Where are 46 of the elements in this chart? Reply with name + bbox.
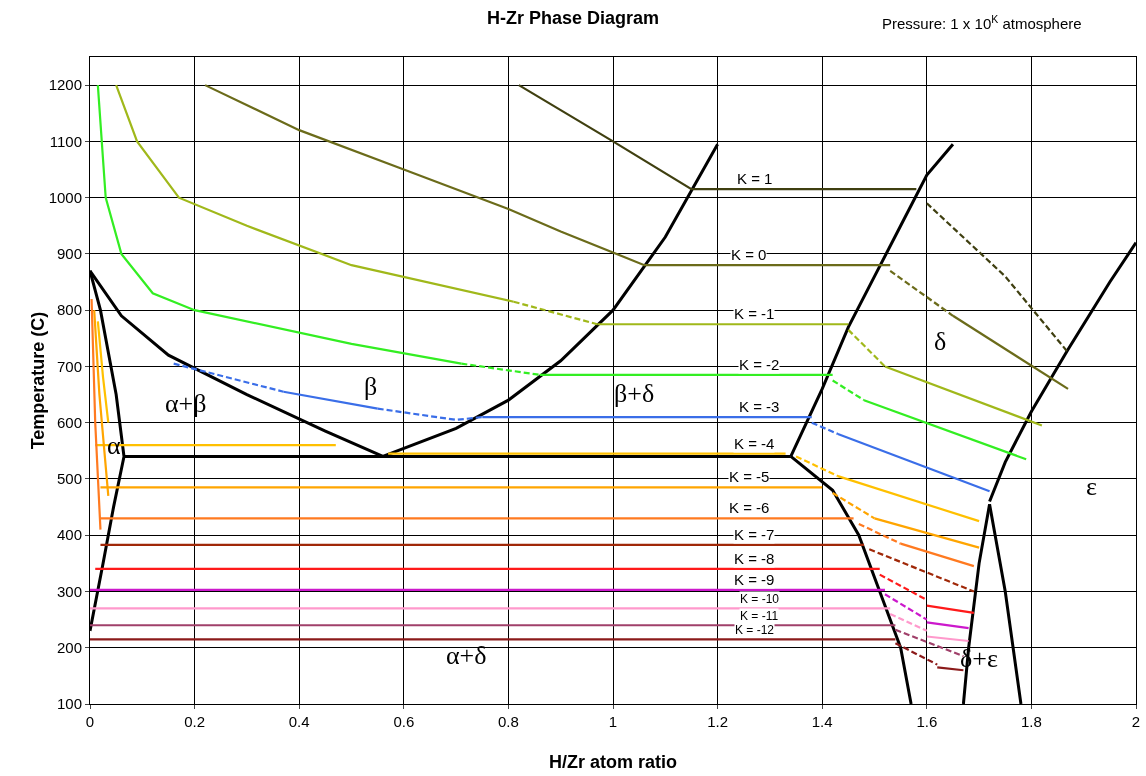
annotation: ε (1086, 472, 1097, 501)
annotation: K = -5 (729, 468, 770, 485)
y-tick-label: 1000 (48, 188, 82, 206)
x-tick-label: 2 (1131, 713, 1141, 730)
y-tick-label: 500 (56, 470, 82, 488)
annotation: K = -8 (734, 550, 775, 567)
x-tick-label: 0.4 (288, 713, 310, 730)
y-tick-label: 800 (56, 301, 82, 319)
x-tick-label: 1.6 (916, 713, 938, 730)
y-tick-label: 1200 (48, 76, 82, 94)
annotation: K = 1 (737, 170, 773, 187)
y-tick-label: 700 (56, 357, 82, 375)
annotation: K = -10 (740, 592, 780, 606)
x-tick-label: 0.8 (497, 713, 519, 730)
annotation: K = -4 (734, 435, 775, 452)
annotation: K = -9 (734, 571, 775, 588)
x-tick-label: 0 (85, 713, 95, 730)
annotation: K = -12 (735, 623, 775, 637)
x-tick-label: 0.6 (393, 713, 415, 730)
y-tick-label: 400 (56, 526, 82, 544)
y-tick-label: 300 (56, 582, 82, 600)
x-tick-label: 1.4 (811, 713, 833, 730)
annotation: K = -6 (729, 499, 770, 516)
y-tick-label: 600 (56, 413, 82, 431)
x-tick-label: 1 (608, 713, 618, 730)
y-tick-label: 200 (56, 638, 82, 656)
x-tick-label: 0.2 (184, 713, 206, 730)
annotation: δ (934, 327, 947, 356)
x-axis-title: H/Zr atom ratio (548, 752, 678, 772)
y-tick-label: 900 (56, 245, 82, 263)
x-tick-label: 1.8 (1020, 713, 1042, 730)
annotation: K = 0 (731, 246, 767, 263)
chart-subtitle: Pressure: 1 x 10$^{K}$ atmosphere (882, 13, 1082, 33)
y-tick-label: 1100 (49, 132, 82, 150)
annotation: β (364, 372, 378, 401)
annotation: K = -7 (734, 526, 775, 543)
annotation: β+δ (614, 379, 655, 408)
y-axis-title: Temperature (C) (28, 311, 48, 450)
annotation: α+δ (446, 641, 487, 670)
annotation: K = -11 (740, 609, 779, 623)
annotation: K = -1 (734, 305, 775, 322)
annotation: K = -2 (739, 356, 780, 373)
annotation: K = -3 (739, 398, 780, 415)
y-tick-label: 100 (56, 695, 82, 713)
chart-title: H-Zr Phase Diagram (486, 8, 660, 29)
x-tick-label: 1.2 (707, 713, 729, 730)
